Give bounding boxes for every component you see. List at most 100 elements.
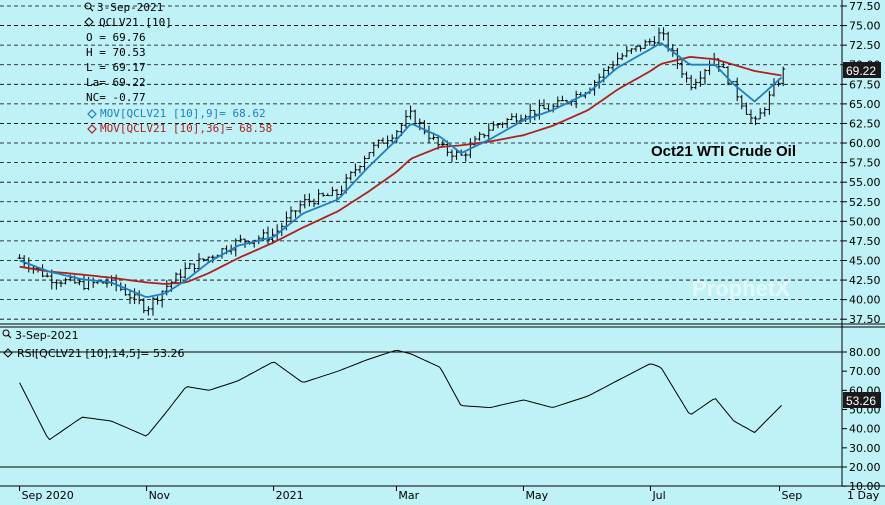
- ohlc-bar: [17, 254, 22, 260]
- ma-36-line: [19, 56, 782, 285]
- ohlc-bar: [505, 117, 510, 129]
- ohlc-bar: [394, 129, 399, 144]
- price-tick-label: 42.50: [849, 274, 881, 287]
- rsi-badge-text: 53.26: [846, 394, 876, 408]
- ohlc-bar: [721, 62, 726, 68]
- header-date: 3-Sep-2021: [97, 1, 163, 14]
- ohlc-bar: [362, 155, 367, 171]
- axis-frame: [0, 0, 885, 487]
- ohlc-bar: [482, 133, 487, 139]
- ohlc-bar: [58, 279, 63, 288]
- ohlc-bar: [316, 189, 321, 205]
- ohlc-bar: [652, 36, 657, 46]
- x-tick-label: Mar: [398, 489, 419, 502]
- rsi-gridlines: [0, 351, 842, 468]
- ohlc-bar: [330, 186, 335, 197]
- ohlc-bar: [385, 135, 390, 150]
- price-tick-label: 37.50: [849, 313, 881, 326]
- ohlc-bar: [463, 152, 468, 162]
- last-price-badge: 69.22: [843, 62, 881, 78]
- rsi-legend: 3-Sep-2021 RSI[QCLV21 [10],14,5]= 53.26: [2, 329, 185, 360]
- price-tick-label: 40.00: [849, 294, 881, 307]
- ohlc-bar: [45, 272, 50, 278]
- ohlc-bar: [150, 296, 155, 316]
- ohlc-bar: [302, 194, 307, 209]
- ohlc-bar: [675, 48, 680, 70]
- ohlc-bar: [132, 288, 137, 304]
- ohlc-bar: [725, 66, 730, 86]
- ohlc-bar: [54, 279, 59, 290]
- ma-slow-legend: MOV[QCLV21 [10],36]= 68.58: [100, 122, 272, 135]
- ohlc-bar: [643, 39, 648, 49]
- ohlc-bar: [390, 134, 395, 143]
- rsi-tick-label: 80.00: [849, 346, 881, 359]
- price-tick-label: 60.00: [849, 137, 881, 150]
- ohlc-bar: [380, 137, 385, 144]
- ohlc-bar: [629, 48, 634, 55]
- ohlc-bar: [661, 27, 666, 41]
- ohlc-bar: [702, 68, 707, 85]
- ohlc-bar: [514, 113, 519, 125]
- ohlc-bar: [298, 200, 303, 214]
- ohlc-bar: [781, 66, 786, 87]
- ma-9-line: [19, 42, 783, 298]
- rsi-label: RSI[QCLV21 [10],14,5]= 53.26: [17, 347, 185, 360]
- ohlc-bar: [610, 60, 615, 71]
- price-tick-label: 75.00: [849, 20, 881, 33]
- header-high: H = 70.53: [86, 46, 146, 59]
- ohlc-bar: [173, 272, 178, 283]
- ohlc-bar: [555, 96, 560, 108]
- ma-fast-legend: MOV[QCLV21 [10],9]= 68.62: [100, 107, 266, 120]
- ohlc-bar: [753, 115, 758, 126]
- ohlc-bar: [187, 262, 192, 269]
- ohlc-bar: [633, 45, 638, 52]
- ohlc-bar: [63, 277, 68, 285]
- rsi-tick-label: 40.00: [849, 423, 881, 436]
- rsi-line: [19, 349, 782, 441]
- ohlc-bar: [679, 57, 684, 78]
- ohlc-bar: [698, 71, 703, 87]
- ohlc-bar: [307, 193, 312, 207]
- ohlc-bar: [367, 152, 372, 160]
- legend: 3-Sep-2021 QCLV21 [10] O = 69.76 H = 70.…: [84, 1, 272, 135]
- ohlc-bar: [77, 279, 82, 286]
- price-tick-label: 77.50: [849, 0, 881, 13]
- rsi-diamond-icon: [3, 348, 13, 358]
- price-tick-label: 67.50: [849, 78, 881, 91]
- ohlc-bar: [196, 253, 201, 270]
- price-tick-label: 65.00: [849, 98, 881, 111]
- ohlc-bar: [123, 284, 128, 296]
- price-tick-label: 47.50: [849, 235, 881, 248]
- price-tick-label: 50.00: [849, 215, 881, 228]
- ma-slow-diamond-icon: [87, 124, 97, 134]
- price-tick-label: 45.00: [849, 254, 881, 267]
- header-symbol: QCLV21 [10]: [99, 16, 172, 29]
- ohlc-bar: [403, 109, 408, 128]
- ohlc-bar: [560, 95, 565, 102]
- x-tick-label: Nov: [149, 489, 171, 502]
- ohlc-bar: [201, 258, 206, 262]
- ohlc-bar: [495, 123, 500, 129]
- ohlc-bar: [647, 38, 652, 46]
- ohlc-bar: [693, 78, 698, 90]
- x-tick-label: May: [525, 489, 548, 502]
- header-last: La= 69.22: [86, 76, 146, 89]
- ohlc-bar: [744, 102, 749, 115]
- ohlc-bar: [656, 27, 661, 44]
- header-open: O = 69.76: [86, 31, 146, 44]
- ohlc-bar: [265, 226, 270, 244]
- header-low: L = 69.17: [86, 61, 146, 74]
- ohlc-bar: [141, 298, 146, 314]
- x-tick-label: 2021: [276, 489, 304, 502]
- last-price-badge-text: 69.22: [846, 64, 876, 78]
- ohlc-bar: [353, 163, 358, 177]
- ohlc-bar: [670, 44, 675, 57]
- ohlc-bar: [638, 45, 643, 52]
- ohlc-bar: [81, 275, 86, 291]
- ohlc-bar: [615, 52, 620, 66]
- ohlc-bar: [500, 122, 505, 129]
- price-gridlines: [0, 5, 842, 320]
- ohlc-bar: [408, 105, 413, 120]
